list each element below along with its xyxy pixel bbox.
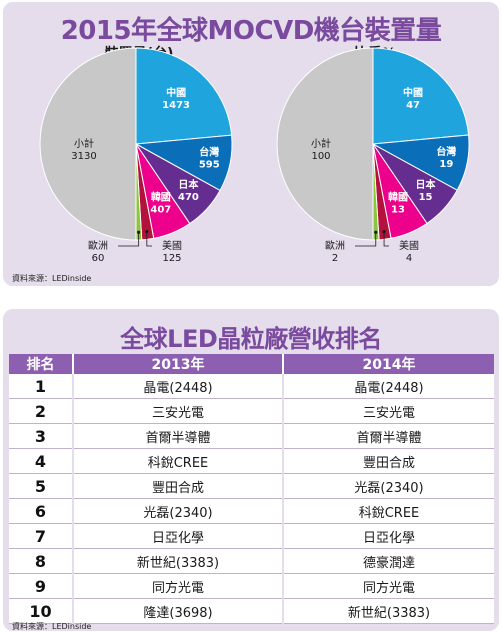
- company-2013-cell: 新世紀(3383): [73, 548, 284, 574]
- company-2013-cell: 三安光電: [73, 398, 284, 424]
- company-2013-cell: 隆達(3698): [73, 598, 284, 624]
- mocvd-panel: 2015年全球MOCVD機台裝置量 裝置量(台)中國1473台灣595日本470…: [3, 2, 499, 286]
- company-2013-cell: 日亞化學: [73, 523, 284, 549]
- table-row: 6 光磊(2340) 科銳CREE: [9, 498, 494, 524]
- slice-value: 15: [419, 192, 433, 203]
- slice-value: 47: [406, 100, 420, 111]
- company-2014-cell: 日亞化學: [283, 523, 494, 549]
- leader-line: [355, 232, 377, 247]
- rank-cell: 5: [9, 473, 74, 499]
- slice-value: 13: [391, 204, 405, 215]
- slice-value: 407: [150, 204, 171, 215]
- leader-line: [383, 231, 389, 247]
- table-row: 8 新世紀(3383) 德豪潤達: [9, 548, 494, 574]
- pie-slice: [372, 47, 470, 145]
- header-2014: 2014年: [283, 354, 494, 374]
- slice-label: 日本: [416, 178, 437, 191]
- slice-value: 19: [439, 159, 453, 170]
- ranking-header-row: 排名 2013年 2014年: [9, 354, 494, 374]
- ranking-title: 全球LED晶粒廠營收排名: [120, 325, 382, 353]
- rank-cell: 1: [9, 374, 74, 399]
- rank-cell: 6: [9, 498, 74, 524]
- slice-value: 470: [178, 192, 199, 203]
- table-row: 1 晶電(2448) 晶電(2448): [9, 374, 494, 399]
- slice-label: 中國: [166, 86, 186, 99]
- table-row: 10 隆達(3698) 新世紀(3383): [9, 598, 494, 624]
- slice-label: 台灣: [199, 145, 219, 158]
- slice-value: 2: [332, 253, 338, 264]
- pie-charts: 裝置量(台)中國1473台灣595日本470韓國407美國125歐洲60小計31…: [39, 45, 470, 264]
- company-2014-cell: 三安光電: [283, 398, 494, 424]
- company-2013-cell: 科銳CREE: [73, 448, 284, 474]
- company-2013-cell: 晶電(2448): [73, 374, 284, 399]
- leader-dot: [374, 230, 378, 234]
- ranking-panel: 全球LED晶粒廠營收排名 排名 2013年 2014年 1 晶電(2448) 晶電(…: [3, 309, 499, 631]
- table-row: 9 同方光電 同方光電: [9, 573, 494, 599]
- company-2014-cell: 同方光電: [283, 573, 494, 599]
- leader-dot: [382, 230, 386, 234]
- rank-cell: 9: [9, 573, 74, 599]
- company-2013-cell: 豐田合成: [73, 473, 284, 499]
- rank-cell: 3: [9, 423, 74, 449]
- company-2014-cell: 光磊(2340): [283, 473, 494, 499]
- company-2014-cell: 德豪潤達: [283, 548, 494, 574]
- slice-label: 中國: [403, 86, 423, 99]
- rank-cell: 2: [9, 398, 74, 424]
- pie-slice: [276, 47, 374, 241]
- company-2014-cell: 豐田合成: [283, 448, 494, 474]
- rank-cell: 8: [9, 548, 74, 574]
- slice-value: 125: [162, 253, 181, 264]
- company-2014-cell: 首爾半導體: [283, 423, 494, 449]
- rank-cell: 10: [9, 598, 74, 624]
- rank-cell: 7: [9, 523, 74, 549]
- company-2014-cell: 科銳CREE: [283, 498, 494, 524]
- company-2014-cell: 晶電(2448): [283, 374, 494, 399]
- slice-label: 台灣: [436, 145, 456, 158]
- leader-line: [146, 231, 152, 247]
- rank-cell: 4: [9, 448, 74, 474]
- company-2013-cell: 首爾半導體: [73, 423, 284, 449]
- slice-label: 韓國: [388, 190, 408, 203]
- mocvd-title: 2015年全球MOCVD機台裝置量: [60, 16, 442, 46]
- leader-dot: [137, 230, 141, 234]
- slice-label: 日本: [178, 178, 199, 191]
- header-2013: 2013年: [73, 354, 284, 374]
- ranking-table: 排名 2013年 2014年 1 晶電(2448) 晶電(2448) 2 三安光電 三安光…: [9, 354, 494, 624]
- slice-value: 595: [199, 159, 220, 170]
- company-2014-cell: 新世紀(3383): [283, 598, 494, 624]
- slice-label: 小計: [74, 137, 94, 150]
- header-rank: 排名: [9, 354, 74, 374]
- slice-label: 歐洲: [325, 239, 345, 252]
- table-row: 7 日亞化學 日亞化學: [9, 523, 494, 549]
- company-2013-cell: 光磊(2340): [73, 498, 284, 524]
- slice-label: 歐洲: [88, 239, 108, 252]
- table-row: 5 豐田合成 光磊(2340): [9, 473, 494, 499]
- slice-value: 3130: [71, 151, 96, 162]
- table-row: 2 三安光電 三安光電: [9, 398, 494, 424]
- leader-line: [118, 232, 140, 247]
- slice-label: 美國: [399, 239, 419, 252]
- slice-label: 小計: [311, 137, 331, 150]
- table-row: 3 首爾半導體 首爾半導體: [9, 423, 494, 449]
- bottom-source-note: 資料來源：LEDinside: [12, 622, 92, 631]
- table-row: 4 科銳CREE 豐田合成: [9, 448, 494, 474]
- slice-value: 1473: [162, 100, 190, 111]
- top-source-note: 資料來源：LEDinside: [12, 274, 92, 283]
- pie-slice: [39, 47, 137, 241]
- slice-value: 4: [406, 253, 412, 264]
- slice-value: 100: [311, 151, 330, 162]
- company-2013-cell: 同方光電: [73, 573, 284, 599]
- leader-dot: [145, 230, 149, 234]
- slice-value: 60: [92, 253, 105, 264]
- pie-slice: [135, 47, 233, 145]
- slice-label: 美國: [162, 239, 182, 252]
- slice-label: 韓國: [151, 190, 171, 203]
